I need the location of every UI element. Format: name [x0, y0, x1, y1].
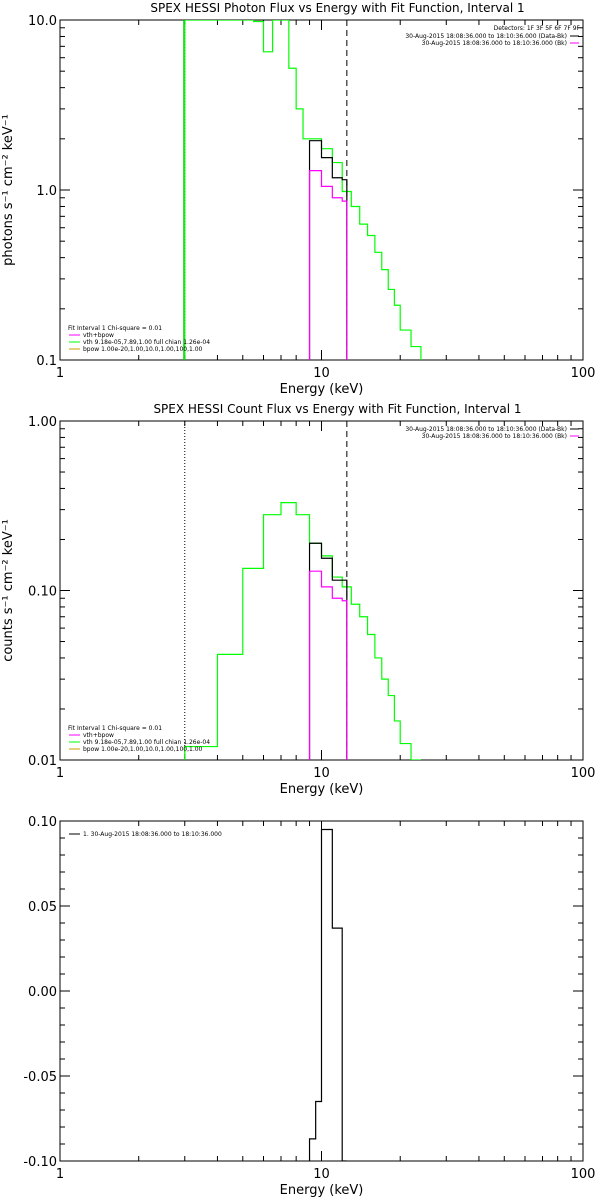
chart-panel-1: SPEX HESSI Photon Flux vs Energy with Fi…: [1, 1, 595, 397]
y-tick-label: 0.01: [28, 754, 57, 769]
legend-right-entry: 30-Aug-2015 18:08:36.000 to 18:10:36.000…: [405, 33, 567, 40]
plot-frame: [59, 420, 584, 761]
legend-left-header: Fit Interval 1 Chi-square = 0.01: [68, 325, 162, 332]
x-tick-label: 10: [313, 766, 330, 781]
x-axis-label: Energy (keV): [280, 382, 364, 397]
chart-title: SPEX HESSI Photon Flux vs Energy with Fi…: [150, 1, 524, 15]
plot-frame: [59, 19, 584, 361]
legend-left-entry: 1. 30-Aug-2015 18:08:36.000 to 18:10:36.…: [83, 831, 222, 838]
y-tick-label: 1.00: [28, 415, 57, 430]
series-line-1: [308, 828, 347, 1161]
x-axis-label: Energy (keV): [280, 1183, 364, 1198]
legend-left-entry: bpow 1.00e-20,1.00,10.0,1.00,100,1.00: [83, 346, 203, 353]
legend-detectors: Detectors: 1F 3F 5F 6F 7F 9F: [494, 25, 581, 32]
x-tick-label: 10: [313, 366, 330, 381]
legend-left-entry: vth+bpow: [83, 732, 114, 739]
legend-right-entry: 30-Aug-2015 18:08:36.000 to 18:10:36.000…: [405, 426, 567, 433]
x-tick-label: 100: [571, 766, 596, 781]
series-line-3: [308, 570, 348, 760]
series-group: [184, 502, 421, 760]
y-tick-label: 0.05: [28, 900, 57, 915]
legend-left-entry: vth 9.18e-05,7.89,1.00 full chian 1.26e-…: [83, 339, 210, 346]
series-line-2: [308, 542, 348, 760]
x-tick-label: 1: [56, 366, 64, 381]
y-tick-label: 10.0: [28, 14, 57, 29]
y-tick-label: 1.0: [36, 184, 57, 199]
x-axis-label: Energy (keV): [280, 782, 364, 797]
x-tick-label: 100: [571, 1167, 596, 1182]
y-tick-label: 0.10: [28, 585, 57, 600]
x-tick-label: 1: [56, 766, 64, 781]
series-line-1: [184, 502, 421, 760]
y-axis-label: photons s⁻¹ cm⁻² keV⁻¹: [1, 114, 16, 266]
series-line-1: [184, 20, 422, 360]
legend-left-entry: vth 9.18e-05,7.89,1.00 full chian 1.26e-…: [83, 739, 210, 746]
series-group: [308, 828, 347, 1161]
x-tick-label: 1: [56, 1167, 64, 1182]
chart-panel-3: 1 10 100 Energy (keV) 0.10 0.05 0.00 -0.05 -0.10…: [23, 815, 595, 1198]
series-line-2: [308, 140, 348, 360]
x-tick-label: 10: [313, 1167, 330, 1182]
series-group: [184, 20, 422, 360]
legend-right-entry: 30-Aug-2015 18:08:36.000 to 18:10:36.000…: [422, 40, 567, 47]
y-tick-label: -0.10: [23, 1155, 57, 1170]
legend-left-header: Fit Interval 1 Chi-square = 0.01: [68, 725, 162, 732]
y-tick-label: 0.1: [36, 354, 57, 369]
legend-left-entry: bpow 1.00e-20,1.00,10.0,1.00,100,1.00: [83, 746, 203, 753]
legend-left-entry: vth+bpow: [83, 332, 114, 339]
y-tick-label: 0.10: [28, 815, 57, 830]
series-line-3: [308, 170, 348, 360]
legend-right-entry: 30-Aug-2015 18:08:36.000 to 18:10:36.000…: [422, 433, 567, 440]
chart-panel-2: SPEX HESSI Count Flux vs Energy with Fit…: [1, 402, 595, 797]
x-tick-label: 100: [571, 366, 596, 381]
chart-title: SPEX HESSI Count Flux vs Energy with Fit…: [153, 402, 521, 416]
y-tick-label: 0.00: [28, 985, 57, 1000]
y-tick-label: -0.05: [23, 1070, 57, 1085]
y-axis-label: counts s⁻¹ cm⁻² keV⁻¹: [1, 519, 16, 662]
